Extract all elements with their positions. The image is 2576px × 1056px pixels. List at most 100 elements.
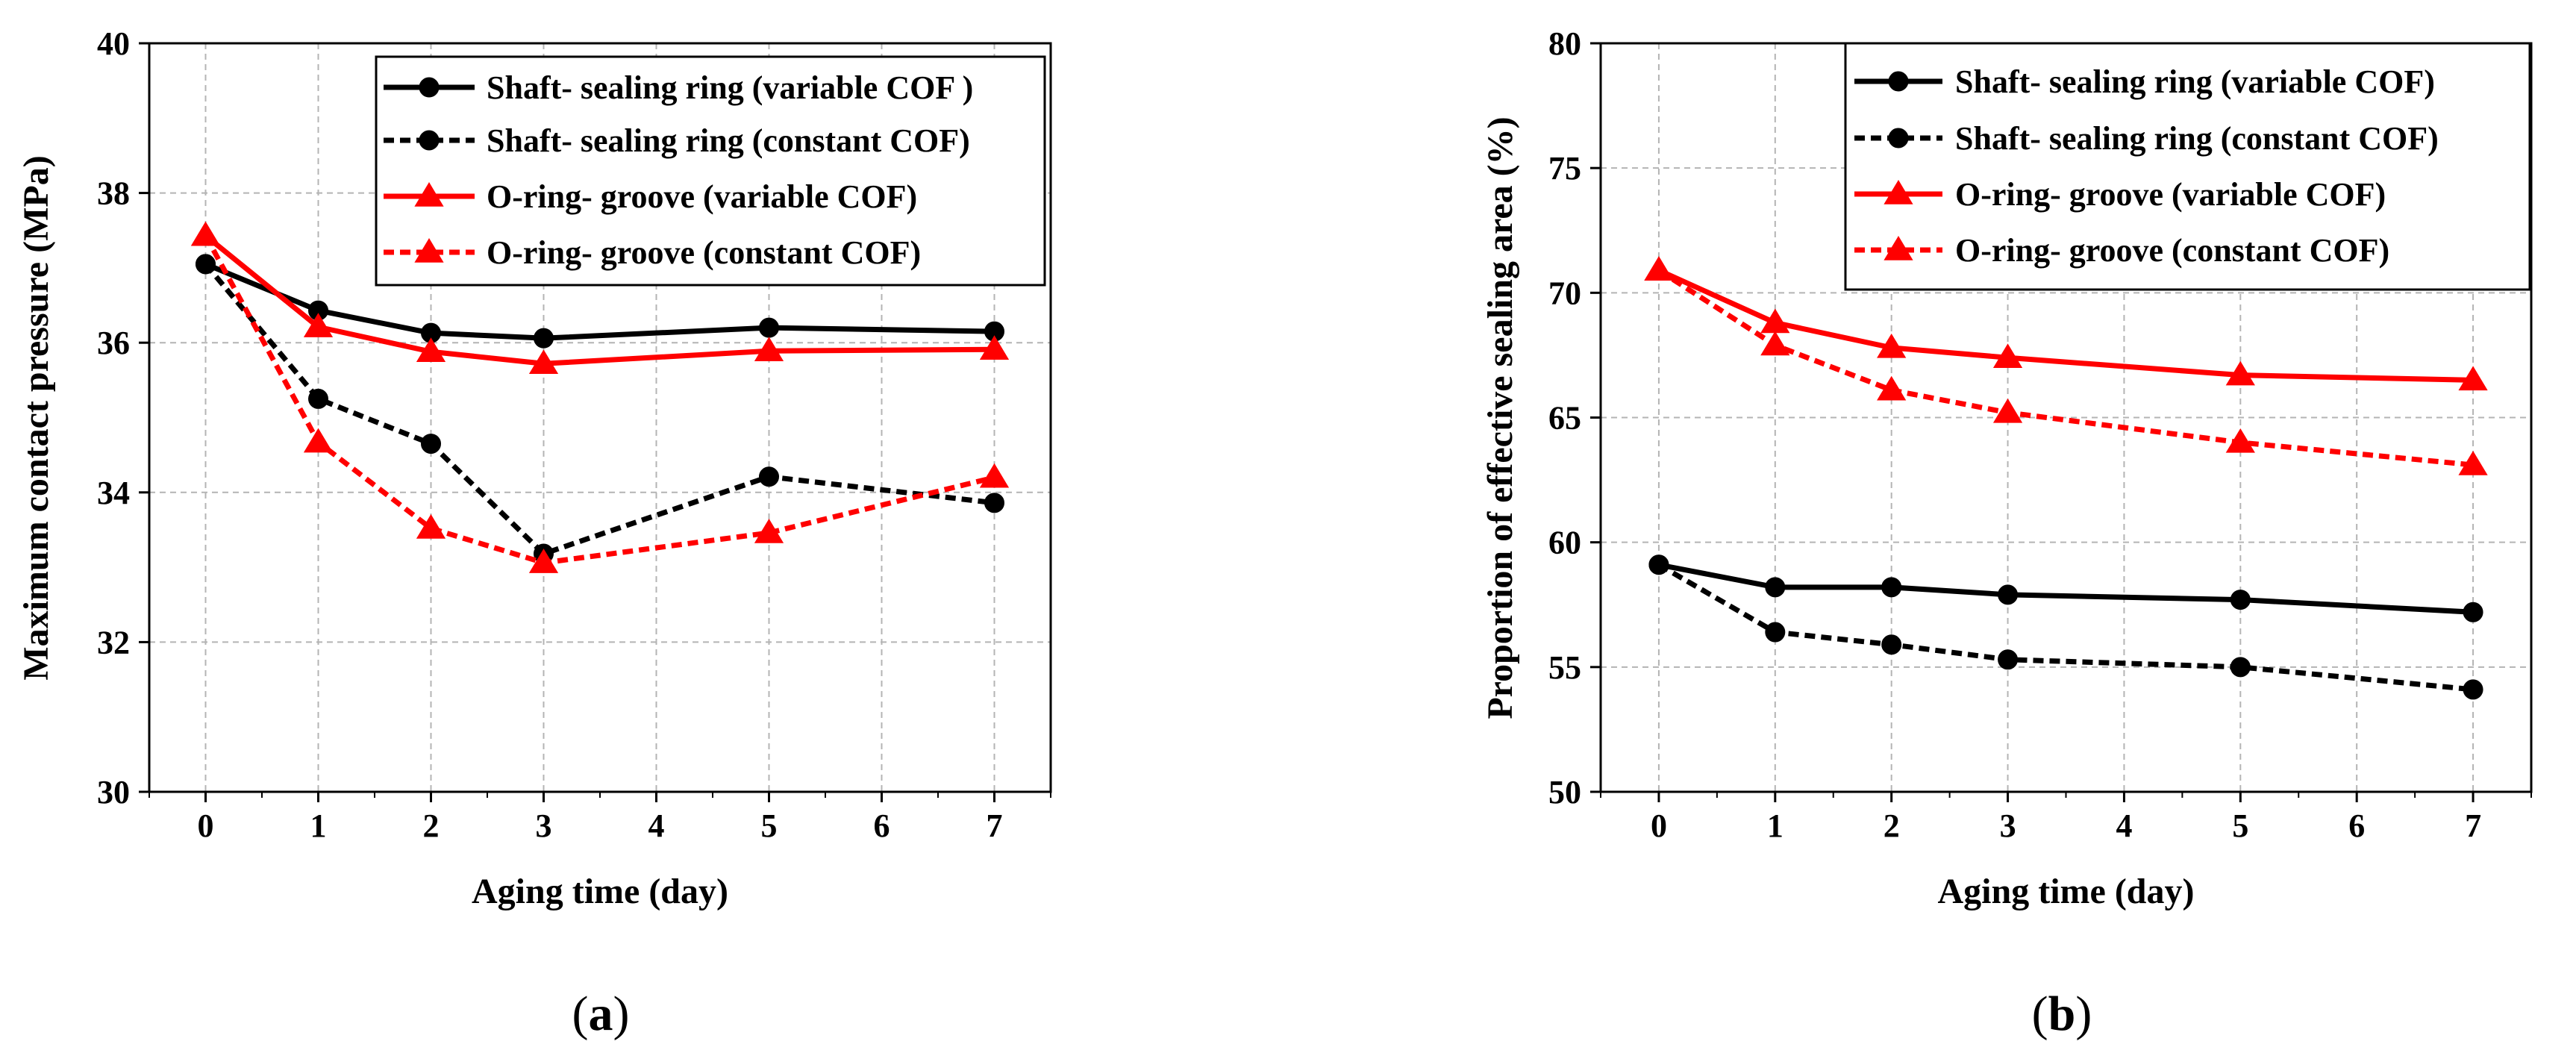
y-tick-label: 60	[1548, 525, 1581, 561]
data-point	[2225, 428, 2255, 453]
panel-label-close: )	[613, 987, 630, 1041]
series-line	[204, 234, 995, 366]
series-line	[1658, 562, 2474, 615]
y-tick-label: 70	[1548, 275, 1581, 311]
data-point	[190, 221, 221, 246]
data-point	[528, 549, 559, 573]
x-tick-label: 4	[648, 807, 665, 844]
data-point	[2230, 590, 2251, 610]
y-axis-title: Maximum contact pressure (MPa)	[16, 155, 56, 680]
panel-label: (a)	[572, 987, 630, 1041]
x-tick-label: 2	[1883, 807, 1900, 844]
data-point	[979, 335, 1010, 360]
x-tick-label: 0	[198, 807, 214, 844]
x-tick-label: 6	[2348, 807, 2365, 844]
x-tick-label: 5	[761, 807, 778, 844]
data-point	[1998, 584, 2019, 605]
data-point	[528, 349, 559, 375]
legend: Shaft- sealing ring (variable COF) Shaft-…	[1844, 42, 2531, 291]
y-tick-label: 50	[1548, 774, 1581, 810]
x-axis-title: Aging time (day)	[1938, 872, 2195, 911]
series-line	[203, 262, 995, 557]
legend-box	[1844, 42, 2531, 291]
series-line	[1657, 268, 2474, 468]
y-tick-label: 55	[1548, 649, 1581, 686]
x-tick-label: 0	[1651, 807, 1667, 844]
x-tick-label: 1	[310, 807, 327, 844]
data-point	[754, 519, 784, 543]
data-point	[303, 313, 334, 337]
data-point	[1992, 398, 2023, 423]
data-point	[416, 337, 446, 362]
panel-label: (b)	[2032, 987, 2092, 1041]
data-point	[2458, 366, 2488, 391]
legend-marker	[419, 77, 440, 98]
panel-label-open: (	[572, 987, 589, 1041]
x-axis-title: Aging time (day)	[472, 872, 728, 911]
series-line	[1657, 562, 2474, 693]
x-tick-label: 7	[2465, 807, 2481, 844]
data-point	[754, 337, 784, 361]
data-point	[1881, 577, 1902, 598]
data-point	[1992, 343, 2023, 369]
data-point	[1760, 331, 1790, 356]
series-4	[1644, 256, 2488, 475]
data-point	[1765, 577, 1786, 598]
legend-entry-label: Shaft- sealing ring (constant COF)	[487, 122, 970, 159]
legend-entry-label: O-ring- groove (constant COF)	[487, 234, 921, 271]
x-tick-label: 6	[874, 807, 890, 844]
legend-marker	[414, 182, 444, 207]
series-line	[204, 261, 995, 341]
panel-label-close: )	[2075, 987, 2092, 1041]
data-point	[2230, 657, 2251, 678]
data-point	[1877, 333, 1907, 358]
panel-label-letter: a	[589, 987, 613, 1041]
legend-marker	[1888, 128, 1909, 149]
data-point	[1644, 256, 1674, 281]
data-point	[303, 428, 334, 453]
chart-panel-b: 0 1 2 3 4 5 6 7 50 55 60 65 70 75 80 Aging time (day) Pr…	[1481, 25, 2533, 1041]
y-tick-label: 38	[97, 175, 130, 212]
data-point	[759, 317, 779, 338]
legend-entry-label: O-ring- groove (constant COF)	[1955, 232, 2389, 269]
x-tick-label: 2	[423, 807, 440, 844]
data-point	[1765, 622, 1786, 643]
legend-entry-label: Shaft- sealing ring (constant COF)	[1955, 120, 2439, 157]
data-point	[1881, 634, 1902, 655]
data-point	[1877, 375, 1907, 401]
panel-label-letter: b	[2048, 987, 2076, 1041]
data-point	[308, 388, 328, 409]
legend-marker	[414, 238, 444, 263]
y-tick-label: 75	[1548, 150, 1581, 187]
data-point	[2463, 679, 2483, 700]
data-point	[2458, 451, 2488, 475]
data-point	[1648, 554, 1669, 575]
legend-entry-label: Shaft- sealing ring (variable COF )	[487, 69, 973, 106]
y-tick-label: 65	[1548, 400, 1581, 437]
data-point	[2463, 602, 2483, 622]
data-point	[979, 463, 1010, 488]
y-tick-label: 34	[97, 475, 130, 511]
legend-marker	[1883, 180, 1913, 204]
legend-box	[375, 55, 1046, 287]
data-point	[196, 254, 216, 275]
y-tick-label: 40	[97, 25, 130, 62]
x-tick-label: 5	[2232, 807, 2248, 844]
x-tick-label: 1	[1767, 807, 1783, 844]
y-axis-title: Proportion of effective sealing area (%)	[1481, 116, 1520, 719]
data-point	[984, 493, 1004, 513]
data-point	[759, 466, 779, 487]
x-tick-label: 3	[536, 807, 552, 844]
data-point	[1998, 649, 2019, 670]
data-point	[534, 328, 554, 349]
x-tick-label: 3	[2000, 807, 2016, 844]
y-tick-label: 32	[97, 624, 130, 660]
y-tick-label: 30	[97, 774, 130, 810]
y-tick-label: 80	[1548, 25, 1581, 62]
series-line	[203, 234, 995, 566]
legend-marker	[1888, 71, 1909, 92]
legend-marker	[1883, 236, 1913, 260]
x-tick-label: 7	[987, 807, 1003, 844]
